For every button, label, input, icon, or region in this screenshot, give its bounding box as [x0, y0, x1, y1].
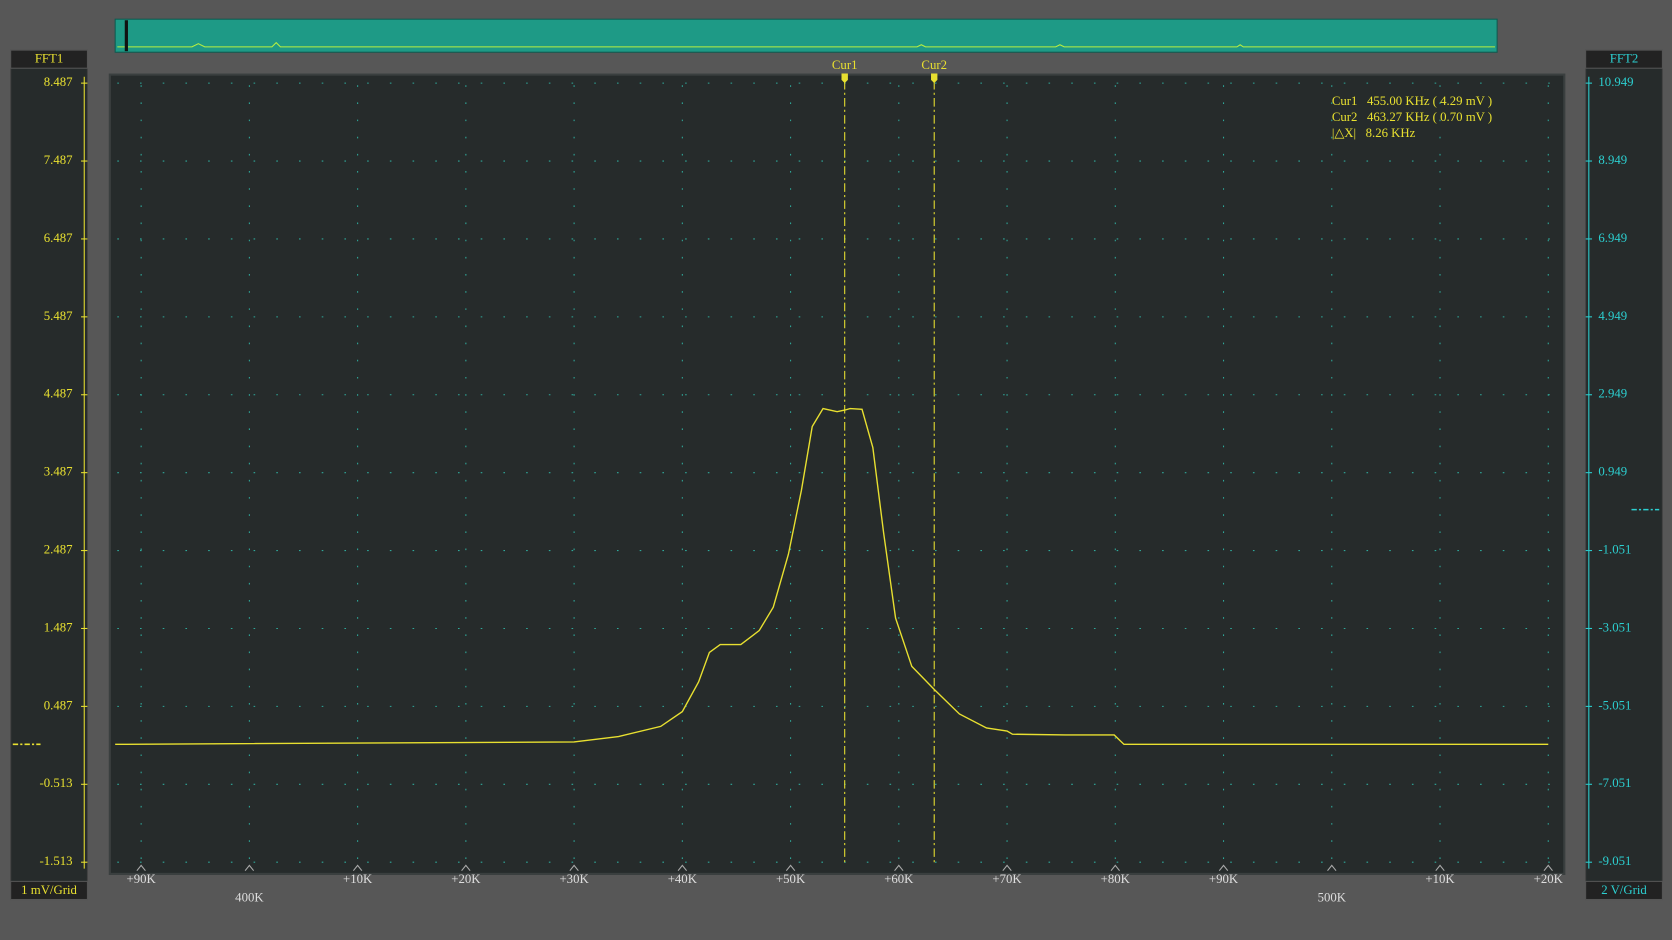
y-tick-label: 3.487: [44, 465, 73, 479]
x-tick-label: +20K: [1534, 872, 1564, 886]
y2-tick-label: -3.051: [1598, 620, 1631, 634]
plot-area: [108, 73, 1566, 875]
y2-tick-label: -5.051: [1598, 698, 1631, 712]
left-scale: 1 mV/Grid: [21, 883, 77, 897]
x-tick: [461, 864, 471, 872]
x-tick-label: +20K: [451, 872, 481, 886]
y2-tick-label: 8.949: [1598, 153, 1627, 167]
right-panel: [1585, 49, 1663, 901]
y-tick-label: 4.487: [44, 387, 73, 401]
overview-window: [124, 20, 128, 52]
y2-tick-label: 0.949: [1598, 465, 1627, 479]
x-tick: [1218, 864, 1229, 872]
x-tick-label: +90K: [1209, 872, 1239, 886]
right-header: [1585, 49, 1663, 69]
right-scale: 2 V/Grid: [1601, 883, 1647, 897]
right-footer: [1585, 880, 1663, 901]
y-tick-label: 7.487: [44, 153, 73, 167]
y2-tick-label: 10.949: [1598, 75, 1633, 89]
x-tick-label: +40K: [668, 872, 698, 886]
overview-trace: [117, 41, 1495, 48]
y-tick-label: 1.487: [44, 620, 73, 634]
x-tick: [1002, 864, 1012, 872]
x-tick-label: +90K: [127, 872, 157, 886]
x-tick: [1543, 864, 1553, 872]
x-tick-label: 400K: [235, 890, 264, 904]
y2-tick-label: -9.051: [1598, 854, 1631, 868]
y2-tick-label: -1.051: [1598, 543, 1631, 557]
x-tick-label: +60K: [884, 872, 914, 886]
x-tick: [569, 864, 579, 872]
left-footer: [10, 880, 88, 901]
y-tick-label: 6.487: [44, 231, 73, 245]
y2-tick-label: 6.949: [1598, 231, 1627, 245]
x-tick: [677, 864, 688, 872]
right-panel-title: FFT2: [1610, 52, 1638, 66]
y-tick-label: 0.487: [44, 698, 73, 712]
x-tick-label: +80K: [1101, 872, 1131, 886]
cursor-label: Cur1: [832, 58, 858, 72]
y-tick-label: 5.487: [44, 309, 73, 323]
y2-tick-label: 4.949: [1598, 309, 1627, 323]
cursor-label: Cur2: [921, 58, 947, 72]
left-header: [10, 49, 88, 69]
y-tick-label: -0.513: [39, 776, 72, 790]
x-tick: [1435, 864, 1445, 872]
cursor-readout: |△X| 8.26 KHz: [1332, 126, 1416, 140]
cursor-flag: [841, 73, 848, 84]
x-tick: [1110, 864, 1120, 872]
y-tick-label: 8.487: [44, 75, 73, 89]
x-tick: [1327, 864, 1337, 872]
x-tick: [785, 864, 796, 872]
x-tick-label: +10K: [343, 872, 373, 886]
x-tick: [244, 864, 255, 872]
x-tick-label: +70K: [992, 872, 1022, 886]
x-tick: [894, 864, 904, 872]
y-tick-label: -1.513: [39, 854, 72, 868]
x-tick-label: 500K: [1318, 890, 1347, 904]
x-tick-label: +30K: [559, 872, 589, 886]
cursor-readout: Cur1 455.00 KHz ( 4.29 mV ): [1332, 94, 1492, 108]
cursor-flag: [931, 73, 938, 84]
left-panel-title: FFT1: [35, 52, 63, 66]
x-tick-label: +50K: [776, 872, 806, 886]
y2-tick-label: -7.051: [1598, 776, 1631, 790]
x-tick-label: +10K: [1425, 872, 1455, 886]
x-tick: [136, 864, 146, 872]
cursor-readout: Cur2 463.27 KHz ( 0.70 mV ): [1332, 110, 1492, 124]
y-tick-label: 2.487: [44, 543, 73, 557]
y2-tick-label: 2.949: [1598, 387, 1627, 401]
x-tick: [352, 864, 363, 872]
